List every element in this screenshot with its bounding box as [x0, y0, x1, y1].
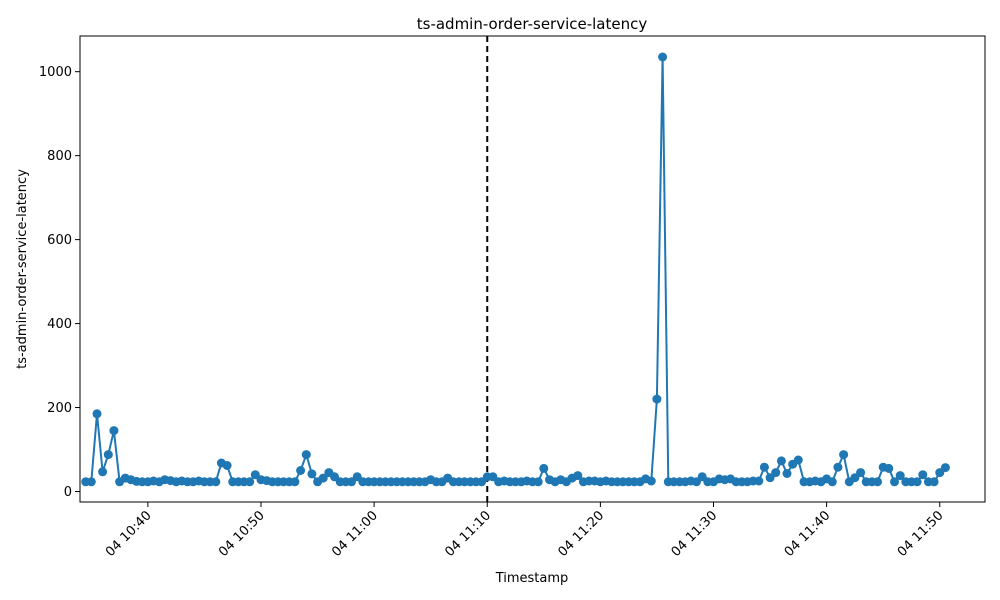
data-point — [776, 456, 786, 466]
data-point — [895, 471, 905, 481]
data-point — [759, 462, 769, 472]
data-point — [92, 409, 102, 419]
plot-frame — [79, 35, 986, 503]
data-point — [533, 477, 543, 487]
y-tick-label: 200 — [47, 401, 72, 416]
chart-title: ts-admin-order-service-latency — [417, 15, 648, 33]
x-tick-label: 04 10:50 — [216, 508, 268, 560]
data-point — [754, 476, 764, 486]
data-point — [929, 477, 939, 487]
data-point — [245, 477, 255, 487]
data-point — [573, 471, 583, 481]
data-point — [658, 52, 668, 62]
x-tick-label: 04 11:10 — [442, 508, 494, 560]
data-point — [103, 450, 113, 460]
series-points — [81, 52, 950, 487]
data-point — [98, 467, 108, 477]
data-point — [912, 477, 922, 487]
y-tick-label: 1000 — [39, 65, 72, 80]
x-tick-label: 04 11:40 — [782, 508, 834, 560]
y-tick-label: 800 — [47, 149, 72, 164]
data-point — [222, 461, 232, 470]
y-tick-label: 0 — [64, 485, 72, 500]
data-point — [539, 463, 549, 473]
data-point — [296, 466, 306, 475]
x-tick-label: 04 11:00 — [329, 508, 381, 560]
data-point — [890, 477, 899, 487]
data-point — [211, 477, 221, 487]
y-axis-title: ts-admin-order-service-latency — [15, 169, 30, 369]
x-tick-label: 04 11:30 — [669, 508, 721, 560]
data-point — [771, 468, 781, 478]
y-tick-label: 600 — [47, 233, 72, 248]
data-point — [793, 455, 803, 465]
data-point — [301, 450, 311, 460]
data-point — [827, 477, 837, 487]
x-tick-label: 04 11:50 — [895, 508, 947, 560]
data-point — [318, 473, 328, 483]
data-point — [833, 462, 843, 472]
y-axis: 0 200 400 600 800 1000 — [39, 65, 80, 500]
y-tick-label: 400 — [47, 317, 72, 332]
data-point — [873, 477, 882, 487]
data-point — [918, 470, 928, 480]
series-line — [85, 56, 947, 484]
data-point — [86, 477, 96, 487]
x-axis: 04 10:40 04 11:00 04 10:50 04 11:10 04 11:20… — [103, 502, 947, 560]
data-point — [856, 468, 866, 478]
data-point — [884, 463, 894, 473]
data-point — [782, 469, 792, 478]
data-point — [109, 426, 119, 436]
data-point — [307, 469, 317, 479]
x-tick-label: 04 11:20 — [555, 508, 607, 560]
data-point — [839, 450, 849, 460]
x-axis-title: Timestamp — [495, 571, 569, 586]
data-point — [652, 394, 662, 404]
data-point — [940, 463, 950, 473]
x-tick-label: 04 10:40 — [103, 508, 155, 560]
data-point — [646, 476, 656, 486]
data-point — [290, 477, 300, 487]
